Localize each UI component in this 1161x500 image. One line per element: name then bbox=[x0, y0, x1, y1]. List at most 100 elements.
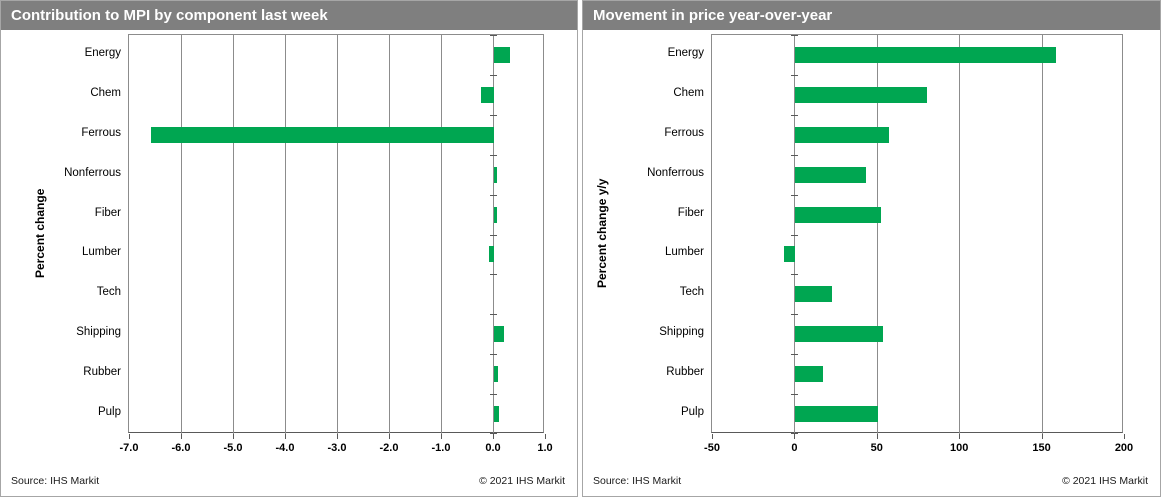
x-tick-label: 1.0 bbox=[537, 442, 553, 454]
category-label: Tech bbox=[679, 286, 704, 299]
bar-energy bbox=[795, 46, 1056, 63]
chart-footer: Source: IHS Markit © 2021 IHS Markit bbox=[11, 475, 565, 487]
plot-area: -7.0 -6.0 -5.0 -4.0 -3.0 -2.0 -1.0 0.0 1.0 Energy… bbox=[64, 34, 553, 454]
x-axis-tick bbox=[285, 434, 286, 439]
x-axis-tick bbox=[441, 434, 442, 439]
category-axis-tick bbox=[791, 433, 799, 434]
x-tick-label: -7.0 bbox=[119, 442, 139, 454]
bar-energy bbox=[494, 46, 510, 63]
gridline bbox=[441, 35, 442, 434]
copyright-text: © 2021 IHS Markit bbox=[479, 475, 565, 487]
chart-footer: Source: IHS Markit © 2021 IHS Markit bbox=[593, 475, 1148, 487]
x-tick-label: -50 bbox=[704, 442, 720, 454]
category-axis-tick bbox=[791, 394, 799, 396]
category-label: Tech bbox=[96, 286, 121, 299]
x-tick-label: -6.0 bbox=[171, 442, 191, 454]
category-axis-tick bbox=[490, 234, 497, 236]
category-axis-tick bbox=[490, 433, 497, 434]
category-axis-tick bbox=[791, 194, 799, 196]
gridline bbox=[233, 35, 234, 434]
category-label: Chem bbox=[90, 86, 121, 99]
category-label: Rubber bbox=[83, 366, 121, 379]
category-axis-tick bbox=[490, 354, 497, 356]
x-axis-tick bbox=[1124, 434, 1125, 439]
gridline bbox=[959, 35, 961, 434]
bar-pulp bbox=[494, 406, 499, 423]
x-axis-tick bbox=[337, 434, 338, 439]
category-axis-tick bbox=[791, 234, 799, 236]
category-label: Lumber bbox=[665, 246, 704, 259]
category-label: Lumber bbox=[82, 246, 121, 259]
source-text: Source: IHS Markit bbox=[11, 475, 100, 487]
chart-panel-mpi-contribution: Contribution to MPI by component last we… bbox=[0, 0, 578, 497]
bar-fiber bbox=[494, 206, 498, 223]
category-label: Ferrous bbox=[664, 126, 704, 139]
category-label: Shipping bbox=[76, 326, 121, 339]
bar-rubber bbox=[494, 366, 498, 383]
category-axis-tick bbox=[490, 274, 497, 276]
x-axis-tick bbox=[493, 434, 494, 439]
bar-shipping bbox=[494, 326, 505, 343]
x-axis-tick bbox=[389, 434, 390, 439]
x-tick-label: 150 bbox=[1032, 442, 1051, 454]
gridline bbox=[1041, 35, 1043, 434]
bar-shipping bbox=[795, 326, 883, 343]
chart-title: Movement in price year-over-year bbox=[583, 1, 1160, 30]
x-tick-label: 0.0 bbox=[485, 442, 501, 454]
bar-nonferrous bbox=[795, 166, 867, 183]
x-tick-label: 200 bbox=[1114, 442, 1134, 454]
bar-rubber bbox=[795, 366, 824, 383]
gridline bbox=[389, 35, 390, 434]
category-axis-tick bbox=[490, 35, 497, 36]
x-tick-label: 50 bbox=[870, 442, 883, 454]
category-label: Fiber bbox=[677, 206, 704, 219]
plot-area: -50 0 50 100 150 200 Energy Chem Ferrous Nonferro… bbox=[647, 34, 1133, 454]
x-axis-tick bbox=[545, 434, 546, 439]
gridline bbox=[876, 35, 878, 434]
category-label: Pulp bbox=[97, 406, 121, 419]
gridline bbox=[285, 35, 286, 434]
x-axis-tick bbox=[794, 434, 796, 439]
category-axis-tick bbox=[490, 154, 497, 156]
x-axis-tick bbox=[1041, 434, 1043, 439]
category-label: Fiber bbox=[94, 206, 121, 219]
chart-title: Contribution to MPI by component last we… bbox=[1, 1, 577, 30]
category-label: Energy bbox=[667, 46, 704, 59]
category-axis-tick bbox=[490, 314, 497, 316]
x-axis-tick bbox=[959, 434, 961, 439]
x-tick-label: -3.0 bbox=[327, 442, 347, 454]
x-tick-label: -2.0 bbox=[379, 442, 399, 454]
bar-pulp bbox=[795, 406, 878, 423]
bar-ferrous bbox=[795, 126, 890, 143]
bar-nonferrous bbox=[494, 166, 497, 183]
category-axis-tick bbox=[791, 35, 799, 36]
category-axis-tick bbox=[490, 74, 497, 76]
bar-fiber bbox=[795, 206, 882, 223]
chart-panel-price-movement: Movement in price year-over-year Percent… bbox=[582, 0, 1161, 497]
bar-tech bbox=[795, 286, 832, 303]
gridline bbox=[337, 35, 338, 434]
bar-chem bbox=[795, 86, 928, 103]
category-label: Chem bbox=[673, 86, 704, 99]
x-axis-tick bbox=[712, 434, 713, 439]
x-tick-label: -1.0 bbox=[431, 442, 451, 454]
category-label: Nonferrous bbox=[647, 166, 704, 179]
category-axis-tick bbox=[791, 354, 799, 356]
category-label: Shipping bbox=[659, 326, 704, 339]
category-label: Energy bbox=[84, 46, 121, 59]
category-axis-tick bbox=[791, 154, 799, 156]
category-label: Rubber bbox=[666, 366, 704, 379]
category-axis-tick bbox=[791, 274, 799, 276]
bar-ferrous bbox=[150, 126, 494, 143]
gridline bbox=[181, 35, 182, 434]
category-axis-tick bbox=[490, 114, 497, 116]
x-axis-tick bbox=[876, 434, 878, 439]
bar-chem bbox=[481, 86, 494, 103]
category-label: Pulp bbox=[680, 406, 704, 419]
x-tick-label: 100 bbox=[950, 442, 969, 454]
category-label: Ferrous bbox=[81, 126, 121, 139]
category-label: Nonferrous bbox=[64, 166, 121, 179]
x-axis-tick bbox=[233, 434, 234, 439]
category-axis-tick bbox=[791, 74, 799, 76]
